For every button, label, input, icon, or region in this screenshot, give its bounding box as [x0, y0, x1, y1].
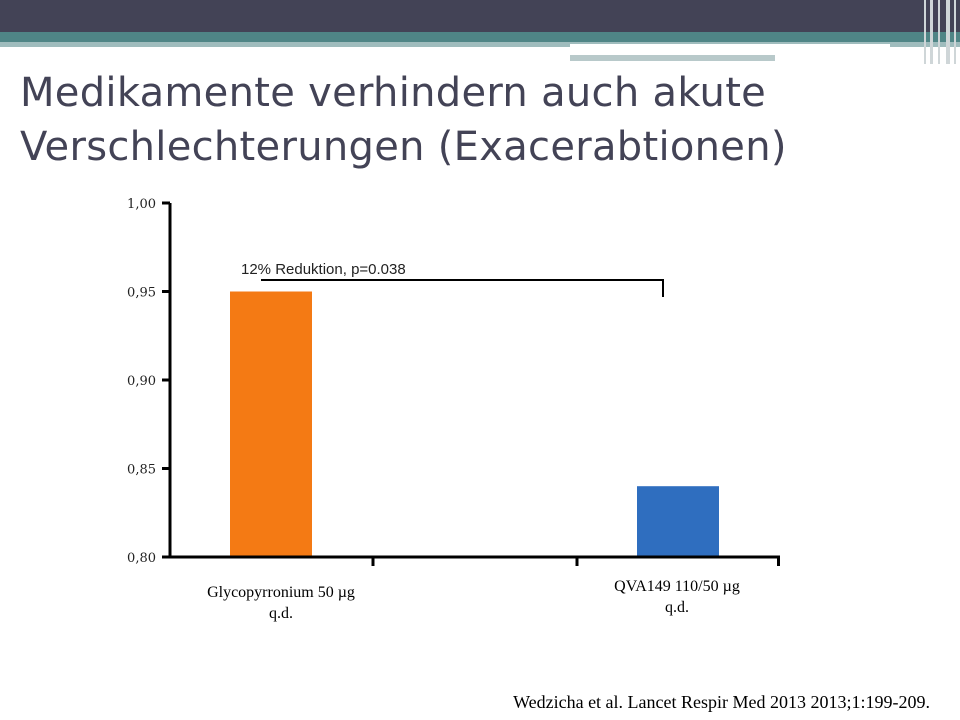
slide-title-line-2: Verschlechterungen (Exacerabtionen)	[20, 124, 787, 170]
x-tick-label: QVA149 110/50 µg q.d.	[614, 578, 740, 616]
citation: Wedzicha et al. Lancet Respir Med 2013 2…	[513, 692, 930, 712]
header-grey-stripe	[570, 55, 775, 61]
slide-title: Medikamente verhindern auch akute Versch…	[20, 66, 920, 174]
header-light-stripe	[0, 42, 960, 47]
annotation-label: 12% Reduktion, p=0.038	[241, 261, 406, 278]
y-tick-label: 1,00	[127, 197, 156, 212]
header-bar	[0, 0, 960, 32]
y-axis: 0,80 0,85 0,90 0,95 1,00	[127, 197, 172, 566]
bar	[637, 486, 719, 557]
slide-title-line-1: Medikamente verhindern auch akute	[20, 70, 767, 116]
x-tick-label: Glycopyrronium 50 µg q.d.	[207, 584, 355, 622]
significance-bracket	[261, 279, 664, 297]
header-white-stripe	[570, 44, 890, 48]
significance-annotation: 12% Reduktion, p=0.038	[241, 261, 664, 297]
x-axis: Glycopyrronium 50 µg q.d. QVA149 110/50 µg…	[170, 555, 780, 622]
header-accent-stripe	[0, 32, 960, 42]
y-tick-label: 0,95	[127, 286, 156, 301]
header-decoration-lines	[920, 0, 960, 64]
bars	[230, 291, 719, 557]
bar	[230, 291, 312, 557]
y-tick-label: 0,80	[127, 551, 156, 566]
y-tick-label: 0,90	[127, 374, 156, 389]
y-tick-label: 0,85	[127, 463, 156, 478]
